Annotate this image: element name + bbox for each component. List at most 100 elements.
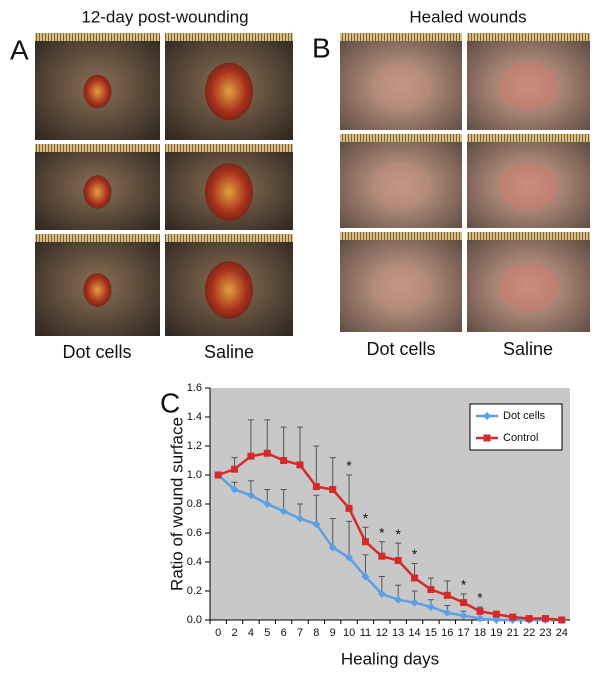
y-tick-label: 0.0 (187, 614, 202, 626)
marker (443, 591, 451, 599)
marker (247, 452, 255, 460)
ruler (35, 33, 160, 41)
legend-label: Dot cells (503, 410, 546, 422)
ruler (35, 234, 160, 242)
marker (411, 574, 419, 582)
marker (345, 504, 353, 512)
legend-marker (483, 412, 491, 420)
marker (329, 486, 337, 493)
legend-label: Control (503, 432, 538, 444)
x-tick-label: 22 (523, 627, 535, 639)
ruler (165, 144, 293, 152)
error-bar (329, 457, 336, 490)
legend-box (469, 403, 563, 451)
significance-star: * (346, 458, 352, 474)
panel-letter: C (160, 387, 180, 418)
significance-star: * (363, 510, 369, 526)
marker (312, 483, 320, 491)
ruler (340, 232, 462, 240)
marker (280, 457, 288, 464)
marker (394, 595, 403, 604)
scar (371, 162, 431, 210)
panel-title: Healed wounds (409, 7, 526, 26)
y-tick-label: 0.8 (187, 498, 202, 510)
ruler (467, 232, 590, 240)
ruler (340, 134, 462, 142)
marker (394, 557, 402, 565)
error-bar (313, 494, 320, 525)
series-line (217, 451, 562, 622)
marker (525, 615, 533, 623)
marker (312, 520, 321, 529)
marker (345, 553, 354, 562)
wound (83, 175, 112, 209)
significance-star: * (395, 526, 401, 542)
marker (427, 586, 435, 594)
x-axis-title: Healing days (341, 649, 439, 668)
y-tick-label: 1.0 (187, 469, 202, 481)
wound (83, 74, 112, 109)
marker (328, 543, 337, 552)
panel-letter: A (10, 34, 29, 65)
marker (443, 608, 452, 617)
error-bar (346, 474, 353, 509)
x-tick-label: 21 (507, 627, 519, 639)
marker (246, 491, 255, 500)
legend-marker (483, 434, 491, 442)
marker (361, 538, 369, 546)
x-tick-label: 16 (441, 627, 453, 639)
y-tick-label: 1.4 (187, 411, 202, 423)
y-tick-label: 1.2 (187, 440, 202, 452)
x-tick-label: 24 (556, 627, 568, 639)
column-label: Saline (503, 339, 553, 359)
error-bar (247, 419, 254, 457)
marker (476, 607, 484, 615)
x-tick-label: 23 (539, 627, 551, 639)
x-tick-label: 8 (313, 627, 319, 639)
x-tick-label: 5 (264, 627, 270, 639)
panel-letter: B (312, 32, 331, 63)
ruler (165, 33, 293, 41)
x-tick-label: 0 (215, 627, 221, 639)
ruler (467, 134, 590, 142)
marker (541, 615, 549, 623)
x-tick-label: 12 (376, 627, 388, 639)
marker (492, 616, 501, 624)
x-tick-label: 7 (297, 627, 303, 639)
marker (296, 514, 304, 523)
y-tick-label: 0.2 (187, 585, 202, 597)
wound (205, 163, 253, 221)
x-tick-label: 13 (392, 627, 404, 639)
error-bar (264, 419, 271, 454)
scar (498, 162, 559, 210)
significance-star: * (477, 590, 483, 606)
ruler (165, 234, 293, 242)
significance-star: * (379, 524, 385, 540)
error-bar (297, 426, 303, 465)
error-bar (329, 518, 336, 548)
marker (296, 461, 304, 469)
y-axis-title: Ratio of wound surface (167, 417, 186, 591)
marker (558, 616, 566, 624)
significance-star: * (412, 546, 418, 562)
significance-star: * (461, 577, 467, 593)
marker (460, 599, 468, 607)
x-tick-label: 18 (474, 627, 486, 639)
x-tick-label: 19 (490, 627, 502, 639)
y-tick-label: 0.4 (187, 556, 202, 568)
photo-panels (35, 33, 590, 336)
wound (205, 62, 253, 121)
marker (459, 611, 468, 620)
x-tick-label: 2 (231, 627, 237, 639)
marker (426, 602, 435, 611)
marker (214, 471, 222, 479)
y-tick-label: 1.6 (187, 382, 202, 394)
marker (377, 589, 386, 598)
marker (279, 507, 288, 516)
ruler (340, 33, 462, 41)
column-label: Dot cells (366, 339, 435, 359)
column-label: Saline (204, 342, 254, 362)
ruler (35, 144, 160, 152)
scar (498, 62, 559, 111)
